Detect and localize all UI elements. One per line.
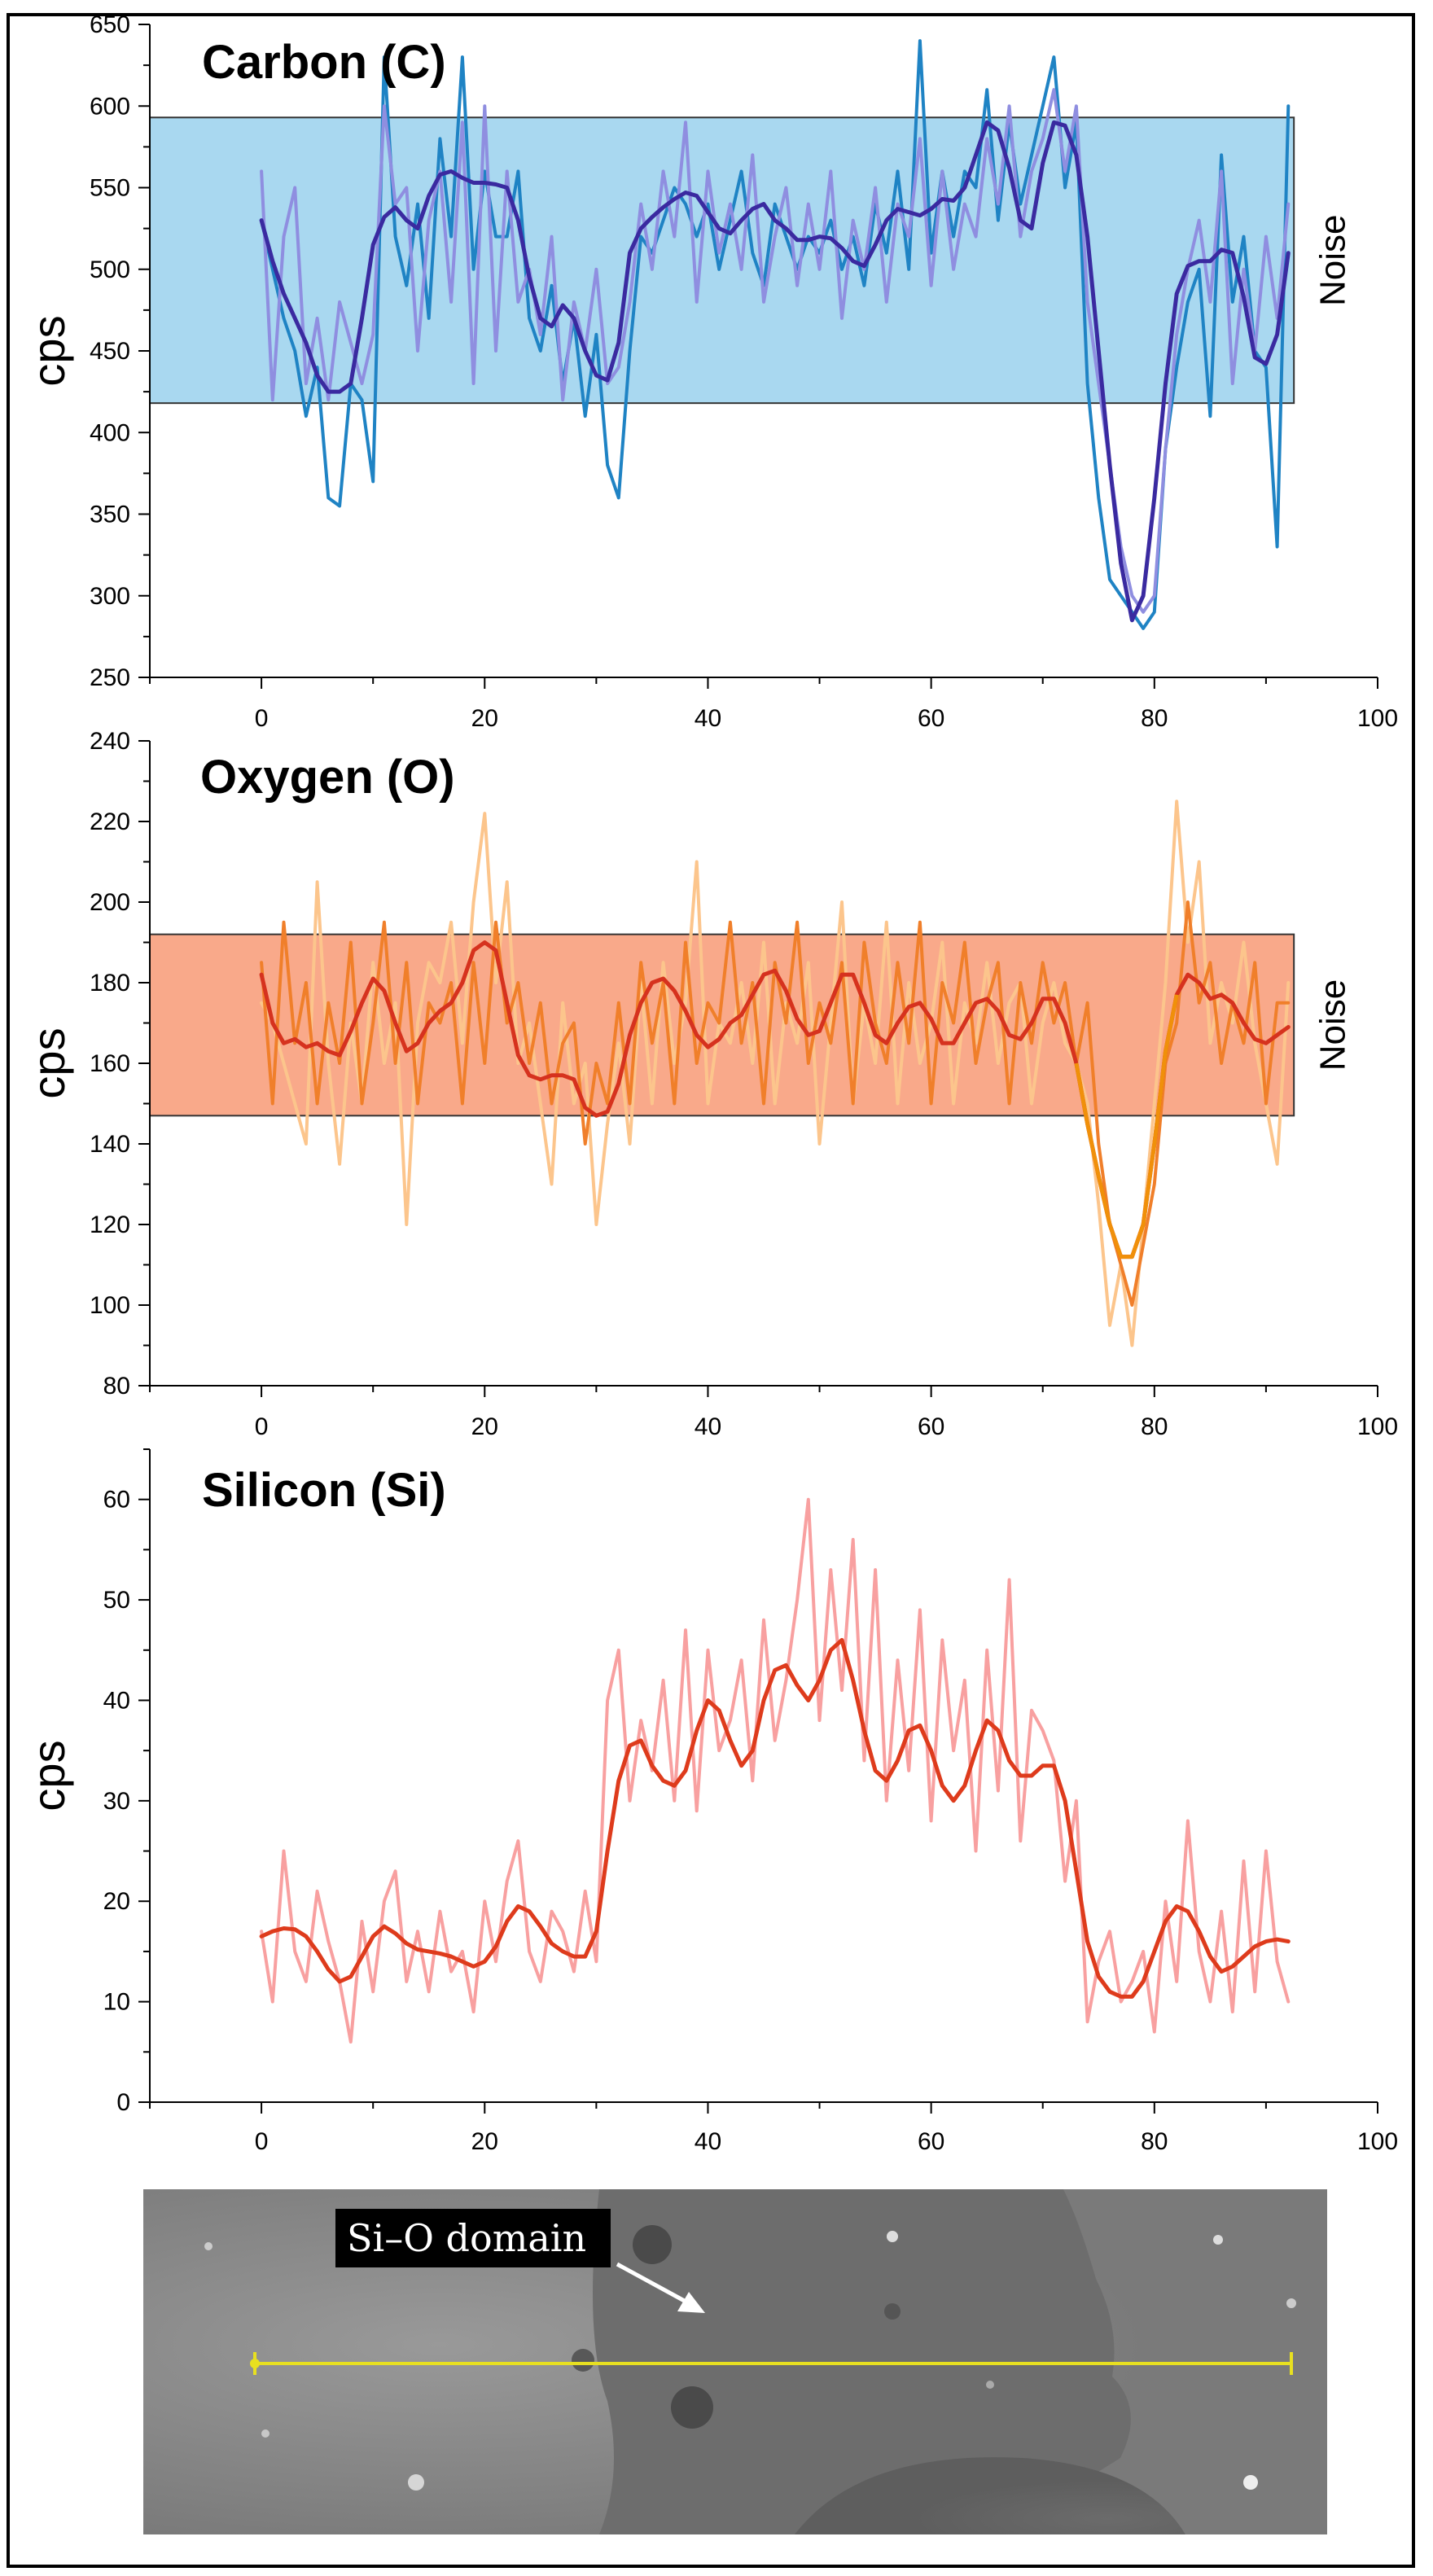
x-tick-label: 60 [918, 705, 944, 732]
x-tick-label: 80 [1141, 705, 1168, 732]
noise-label: Noise [1313, 979, 1353, 1071]
series-line-2 [259, 1637, 1291, 1999]
y-axis-label: cps [23, 315, 74, 386]
sem-particle [1243, 2475, 1258, 2490]
chart-title: Silicon (Si) [202, 1464, 446, 1517]
y-tick-label: 120 [90, 1211, 130, 1238]
sem-particle [408, 2474, 424, 2491]
x-tick-label: 80 [1141, 1413, 1168, 1440]
sem-lower-domain [795, 2457, 1185, 2534]
y-tick-label: 180 [90, 970, 130, 997]
noise-band [149, 116, 1295, 405]
x-tick-label: 100 [1357, 705, 1398, 732]
y-tick-label: 400 [90, 419, 130, 446]
y-tick-label: 30 [103, 1788, 130, 1815]
x-tick-label: 40 [695, 2128, 721, 2155]
sem-particle [1213, 2235, 1223, 2245]
y-tick-label: 50 [103, 1587, 130, 1614]
x-tick-label: 0 [255, 2128, 269, 2155]
sem-label-box [335, 2209, 611, 2267]
sem-particle [261, 2429, 270, 2438]
x-tick-label: 0 [255, 705, 269, 732]
sem-pore [633, 2225, 672, 2264]
sem-particle [204, 2242, 213, 2250]
sem-image: Si–O domain [143, 2189, 1327, 2534]
y-tick-label: 450 [90, 338, 130, 365]
noise-label: Noise [1313, 214, 1353, 306]
figure-border [7, 13, 1415, 2568]
x-tick-label: 40 [695, 705, 721, 732]
y-tick-label: 300 [90, 583, 130, 610]
sem-particle [986, 2381, 994, 2389]
x-tick-label: 40 [695, 1413, 721, 1440]
series-line-2 [260, 800, 1291, 1347]
chart-title: Oxygen (O) [200, 751, 455, 804]
sem-pore [884, 2303, 901, 2320]
chart-carbon: Noise 250 300 350 400 450 500 550 600 650 0 20 40 60 8… [23, 11, 1398, 732]
series-line-3 [259, 120, 1291, 623]
series-line-2 [260, 39, 1291, 630]
arrow-icon [616, 2262, 705, 2313]
x-tick-label: 20 [471, 1413, 498, 1440]
scale-bar-icon [250, 2352, 1293, 2375]
x-tick-label: 100 [1357, 2128, 1398, 2155]
x-tick-label: 60 [918, 1413, 944, 1440]
y-axis-label: cps [23, 1027, 74, 1098]
y-tick-label: 10 [103, 1989, 130, 2016]
y-tick-label: 650 [90, 11, 130, 38]
y-tick-label: 350 [90, 502, 130, 528]
y-tick-label: 140 [90, 1131, 130, 1158]
y-tick-label: 0 [116, 2089, 130, 2116]
y-axis-label: cps [23, 1740, 74, 1811]
chart-oxygen: Noise 80 100 120 140 160 180 200 220 240 0 20 40 60 80… [23, 728, 1398, 1440]
y-tick-label: 20 [103, 1888, 130, 1915]
x-tick-label: 60 [918, 2128, 944, 2155]
y-tick-label: 500 [90, 256, 130, 283]
sem-label: Si–O domain [347, 2216, 586, 2260]
y-tick-label: 160 [90, 1050, 130, 1077]
sem-particle [887, 2231, 898, 2242]
x-tick-label: 100 [1357, 1413, 1398, 1440]
sem-pore [572, 2349, 594, 2372]
y-tick-label: 40 [103, 1687, 130, 1714]
y-tick-label: 250 [90, 664, 130, 691]
x-tick-label: 0 [255, 1413, 269, 1440]
sem-pore [671, 2386, 713, 2429]
y-tick-label: 60 [103, 1487, 130, 1514]
y-tick-label: 240 [90, 728, 130, 755]
y-tick-label: 550 [90, 175, 130, 202]
chart-silicon: 0 10 20 30 40 50 60 0 20 40 60 80 100 cps Silicon (Si) [23, 1448, 1398, 2155]
y-tick-label: 600 [90, 93, 130, 120]
x-tick-label: 20 [471, 2128, 498, 2155]
y-tick-label: 80 [103, 1373, 130, 1400]
y-tick-label: 200 [90, 889, 130, 916]
y-tick-label: 220 [90, 808, 130, 835]
series-line-1 [260, 1497, 1291, 2044]
series-line-dip [1074, 994, 1179, 1260]
sem-particle [1286, 2298, 1296, 2308]
x-tick-label: 20 [471, 705, 498, 732]
y-tick-label: 100 [90, 1292, 130, 1319]
x-tick-label: 80 [1141, 2128, 1168, 2155]
chart-title: Carbon (C) [202, 36, 446, 89]
